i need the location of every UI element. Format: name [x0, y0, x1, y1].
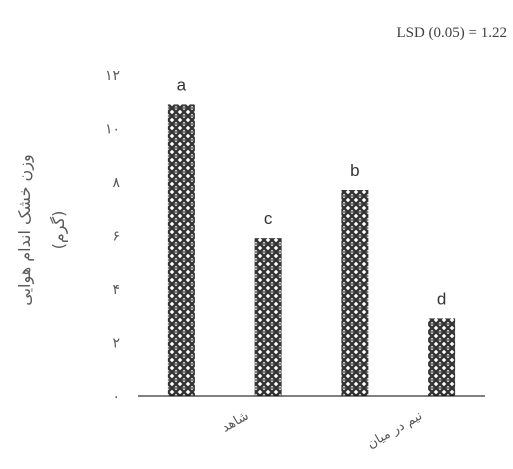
- data-labels: a c b d: [177, 75, 447, 308]
- bars: [167, 104, 456, 397]
- bar-letter-label: d: [437, 289, 446, 308]
- y-tick-label: ۱۰: [105, 122, 120, 138]
- x-category-label: شاهد: [219, 408, 251, 435]
- y-axis-title-line1: وزن خشک اندام هوایی: [15, 154, 35, 306]
- y-axis-ticks: ۰ ۲ ۴ ۶ ۸ ۱۰ ۱۲: [105, 68, 121, 405]
- y-tick-label: ۴: [112, 282, 120, 298]
- bar: [167, 104, 195, 397]
- x-category-label: نیم در میان: [365, 408, 425, 451]
- y-tick-label: ۰: [112, 389, 120, 405]
- bar-letter-label: a: [177, 75, 187, 94]
- bar: [341, 190, 369, 396]
- y-tick-label: ۲: [112, 336, 120, 352]
- bar-letter-label: b: [350, 161, 359, 180]
- lsd-annotation: LSD (0.05) = 1.22: [396, 25, 507, 41]
- y-axis-title-line2: (گرم): [49, 211, 69, 250]
- x-axis-labels: شاهد نیم در میان: [219, 408, 425, 451]
- bar: [428, 318, 456, 396]
- y-tick-label: ۱۲: [105, 68, 120, 84]
- y-tick-label: ۸: [112, 175, 120, 191]
- y-axis-title: وزن خشک اندام هوایی (گرم): [15, 154, 69, 306]
- y-tick-label: ۶: [112, 229, 120, 245]
- bar: [254, 238, 282, 396]
- bar-letter-label: c: [264, 209, 273, 228]
